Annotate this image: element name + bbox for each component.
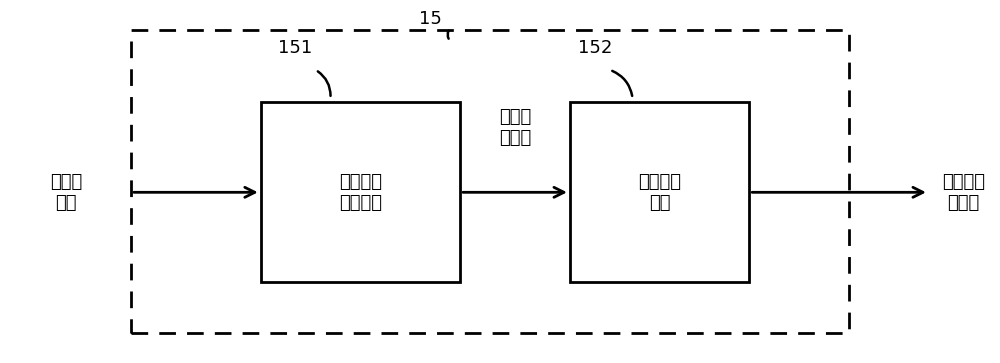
Text: 152: 152 [578, 39, 612, 57]
FancyArrowPatch shape [448, 31, 449, 39]
FancyArrowPatch shape [612, 71, 632, 96]
FancyBboxPatch shape [261, 102, 460, 282]
Text: 冠脉微循
环状况: 冠脉微循 环状况 [942, 173, 985, 212]
FancyArrowPatch shape [318, 72, 331, 96]
Text: 容积差
异值: 容积差 异值 [50, 173, 82, 212]
Text: 第一指数
获取单元: 第一指数 获取单元 [339, 173, 382, 212]
Text: 151: 151 [278, 39, 313, 57]
FancyBboxPatch shape [570, 102, 749, 282]
Text: 第一评估
单元: 第一评估 单元 [638, 173, 681, 212]
Text: 容积差
异指数: 容积差 异指数 [499, 108, 531, 147]
Text: 15: 15 [419, 11, 442, 28]
